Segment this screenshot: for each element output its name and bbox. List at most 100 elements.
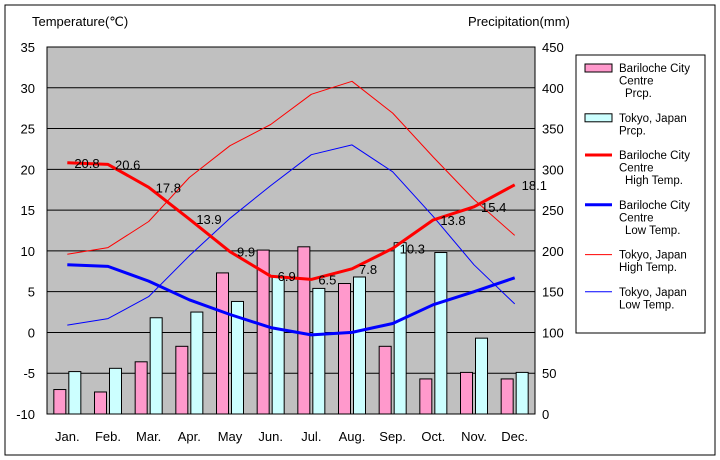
right-tick-label: 400 xyxy=(542,81,564,96)
x-tick-label: Aug. xyxy=(339,429,366,444)
temp-data-label: 13.9 xyxy=(196,212,221,227)
left-tick-label: 20 xyxy=(21,162,35,177)
precip-bar xyxy=(475,337,488,415)
precip-bar xyxy=(149,317,163,415)
precip-bar xyxy=(231,300,244,415)
left-tick-label: -5 xyxy=(23,366,35,381)
precip-bar xyxy=(190,311,204,415)
temp-data-label: 13.8 xyxy=(440,213,465,228)
temp-data-label: 9.9 xyxy=(237,245,255,260)
left-tick-label: 30 xyxy=(21,81,35,96)
x-tick-label: Jul. xyxy=(301,429,321,444)
precip-bar xyxy=(68,371,82,415)
right-tick-label: 200 xyxy=(542,244,564,259)
precip-bar xyxy=(109,367,122,415)
temp-data-label: 15.4 xyxy=(481,200,506,215)
temp-data-label: 18.1 xyxy=(522,178,547,193)
precip-bar xyxy=(175,345,189,415)
temp-data-label: 6.5 xyxy=(318,272,336,287)
legend-swatch xyxy=(584,113,613,123)
temp-line xyxy=(67,263,516,337)
precip-bar xyxy=(515,371,529,415)
left-tick-label: 35 xyxy=(21,40,35,55)
gridlines xyxy=(47,87,535,374)
precip-bar xyxy=(312,287,326,415)
left-tick-label: 10 xyxy=(21,244,35,259)
x-tick-label: Jun. xyxy=(258,429,283,444)
temp-data-label: 10.3 xyxy=(400,241,425,256)
legend-label: Tokyo, Japan xyxy=(619,250,687,262)
precip-bar xyxy=(434,252,448,415)
legend-label: Prcp. xyxy=(625,88,652,100)
bar-series xyxy=(53,242,529,415)
precip-bar xyxy=(53,389,67,415)
left-tick-label: 5 xyxy=(28,285,35,300)
temp-data-label: 7.8 xyxy=(359,262,377,277)
precip-bar xyxy=(338,283,351,415)
legend-label: Tokyo, Japan xyxy=(619,113,687,125)
right-tick-label: 300 xyxy=(542,162,564,177)
precip-bar xyxy=(216,272,229,415)
temp-line xyxy=(67,80,516,255)
right-axis-title: Precipitation(mm) xyxy=(468,14,570,29)
legend-label: Low Temp. xyxy=(619,299,674,311)
temp-line xyxy=(67,144,516,326)
legend-label: Centre xyxy=(619,76,654,88)
left-tick-label: 0 xyxy=(28,325,35,340)
legend-label: Centre xyxy=(619,212,654,224)
line-series xyxy=(67,80,516,337)
right-tick-label: 250 xyxy=(542,203,564,218)
x-tick-label: May xyxy=(218,429,243,444)
precip-bar xyxy=(256,249,270,415)
temp-data-label: 20.8 xyxy=(74,156,99,171)
legend-label: Bariloche City xyxy=(619,200,690,212)
precip-bar xyxy=(393,242,407,415)
precip-bar xyxy=(419,378,433,415)
legend-label: High Temp. xyxy=(619,262,677,274)
precip-bar xyxy=(297,246,311,415)
legend-swatch xyxy=(584,63,613,73)
right-tick-label: 0 xyxy=(542,407,549,422)
legend-label: Prcp. xyxy=(619,125,646,137)
left-tick-label: 25 xyxy=(21,122,35,137)
legend-box xyxy=(575,54,706,334)
precip-bar xyxy=(500,378,514,415)
plot-area xyxy=(46,46,536,415)
data-labels: 20.8 20.6 17.8 13.9 9.9 6.9 6.5 7.8 10.3 13.8 15.4… xyxy=(74,156,547,288)
legend-label: Bariloche City xyxy=(619,150,690,162)
temp-data-label: 20.6 xyxy=(115,157,140,172)
precip-bar xyxy=(353,276,366,415)
temp-data-label: 6.9 xyxy=(278,269,296,284)
temp-line xyxy=(67,161,516,281)
axis-ticks: -10-505101520253035050100150200250300350… xyxy=(16,40,564,444)
x-tick-label: Sep. xyxy=(379,429,406,444)
precip-bar xyxy=(460,371,473,415)
precip-bar xyxy=(378,345,392,415)
temp-data-label: 17.8 xyxy=(156,180,181,195)
legend-label: Low Temp. xyxy=(625,225,680,237)
x-tick-label: Apr. xyxy=(178,429,201,444)
precip-bar xyxy=(271,276,285,415)
legend-label: Centre xyxy=(619,163,654,175)
precip-bar xyxy=(94,391,107,415)
left-tick-label: -10 xyxy=(16,407,35,422)
x-tick-label: Nov. xyxy=(461,429,487,444)
legend-label: Bariloche City xyxy=(619,63,690,75)
x-tick-label: Oct. xyxy=(421,429,445,444)
right-tick-label: 50 xyxy=(542,366,556,381)
right-tick-label: 150 xyxy=(542,285,564,300)
precip-bar xyxy=(134,361,148,415)
x-tick-label: Feb. xyxy=(95,429,121,444)
left-axis-title: Temperature(℃) xyxy=(32,14,128,29)
x-tick-label: Mar. xyxy=(136,429,161,444)
right-tick-label: 350 xyxy=(542,122,564,137)
legend-label: High Temp. xyxy=(625,175,683,187)
right-tick-label: 100 xyxy=(542,325,564,340)
x-tick-label: Jan. xyxy=(55,429,80,444)
legend-label: Tokyo, Japan xyxy=(619,287,687,299)
x-tick-label: Dec. xyxy=(501,429,528,444)
left-tick-label: 15 xyxy=(21,203,35,218)
right-tick-label: 450 xyxy=(542,40,564,55)
